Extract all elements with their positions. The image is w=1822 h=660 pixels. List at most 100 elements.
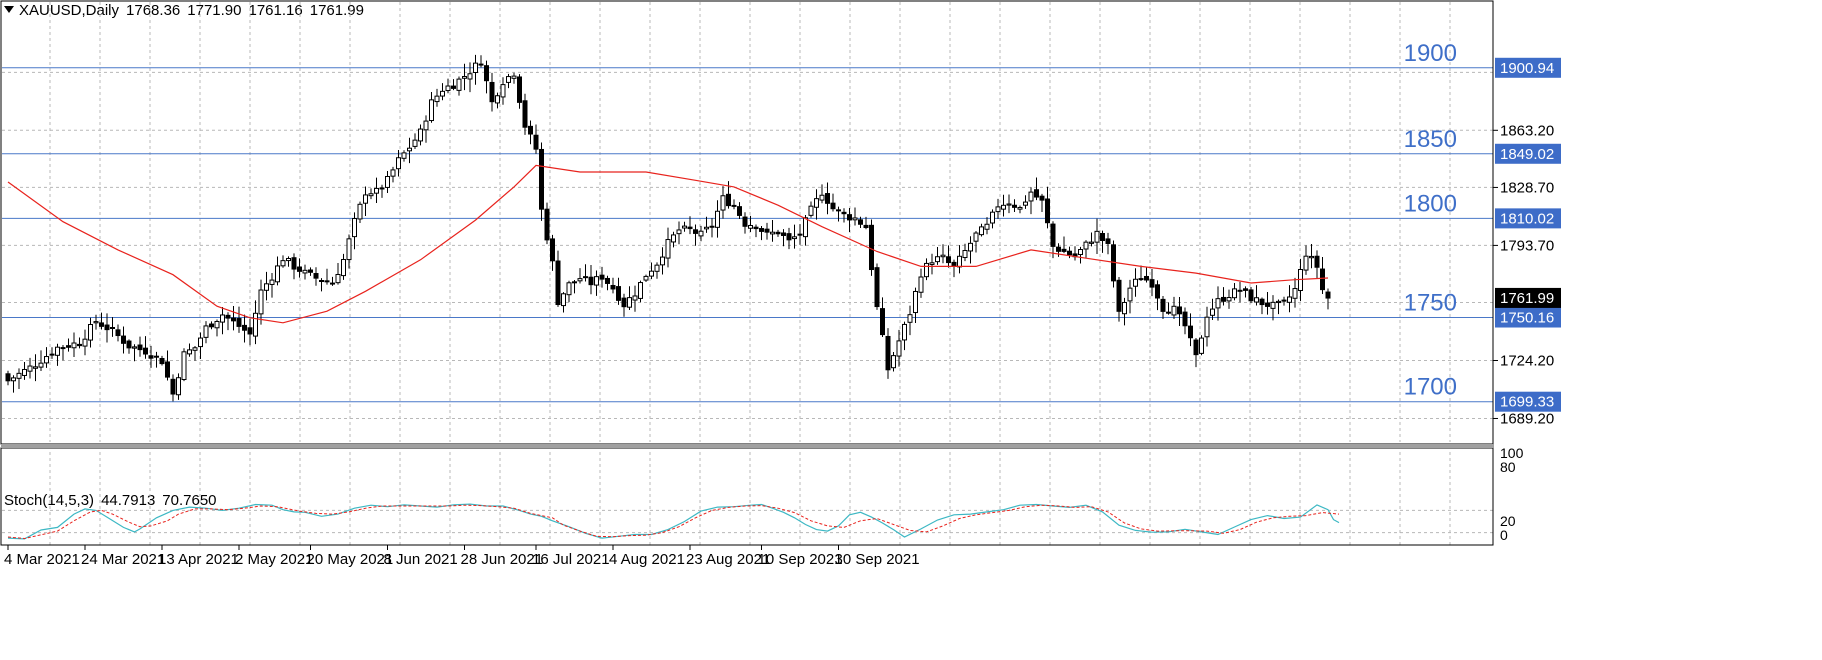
candle-bear bbox=[1243, 288, 1248, 291]
main-grid bbox=[2, 2, 1493, 442]
candle-bull bbox=[71, 342, 77, 349]
candle-bull bbox=[973, 232, 979, 242]
price-tick-label: 1724.20 bbox=[1500, 353, 1554, 370]
stochastic-tick-label: 20 bbox=[1500, 513, 1516, 529]
price-axis: 1863.20 1828.70 1793.70 1724.20 1689.20 1900.… bbox=[1493, 57, 1561, 543]
candle-bull bbox=[346, 238, 352, 261]
level-price-tag-label: 1849.02 bbox=[1500, 146, 1554, 163]
candle-bull bbox=[390, 169, 396, 177]
candle-bear bbox=[781, 232, 786, 236]
candle-bull bbox=[396, 157, 401, 170]
level-price-tag bbox=[1495, 307, 1561, 328]
candle-bear bbox=[308, 269, 313, 273]
date-label: 2 May 2021 bbox=[235, 551, 313, 568]
candle-bull bbox=[995, 206, 1001, 213]
candle-bear bbox=[742, 216, 748, 227]
candle-bull bbox=[1237, 289, 1243, 292]
candle-bull bbox=[357, 203, 363, 220]
candle-bull bbox=[363, 194, 368, 204]
candle-bear bbox=[77, 343, 82, 347]
candle-bull bbox=[935, 256, 940, 263]
candle-bull bbox=[434, 95, 440, 103]
candle-bear bbox=[1160, 298, 1166, 312]
date-label: 23 Aug 2021 bbox=[686, 551, 770, 568]
candle-bull bbox=[632, 295, 638, 301]
candle-bear bbox=[522, 100, 528, 128]
stochastic-signal-line bbox=[7, 504, 1340, 540]
candle-bull bbox=[715, 210, 720, 228]
dropdown-triangle-icon[interactable] bbox=[4, 6, 14, 13]
candle-bear bbox=[242, 324, 247, 331]
candle-bull bbox=[22, 368, 27, 376]
candle-bull bbox=[1083, 241, 1089, 250]
level-label: 1750 bbox=[1404, 290, 1457, 317]
candle-bear bbox=[874, 267, 880, 308]
candle-bear bbox=[165, 361, 170, 378]
candle-bull bbox=[1303, 255, 1309, 271]
candle-bear bbox=[121, 335, 126, 344]
candle-bull bbox=[423, 120, 429, 131]
candle-bull bbox=[1017, 206, 1023, 210]
level-price-tag bbox=[1495, 391, 1561, 412]
stochastic-panel-border bbox=[0, 447, 1494, 546]
candles bbox=[5, 54, 1331, 402]
candle-bull bbox=[88, 324, 93, 341]
high-value: 1771.90 bbox=[187, 2, 242, 19]
candle-bull bbox=[957, 255, 962, 268]
candle-bull bbox=[671, 234, 676, 243]
level-price-tag bbox=[1495, 143, 1561, 164]
level-label: 1900 bbox=[1404, 40, 1457, 67]
candle-bull bbox=[577, 278, 583, 282]
price-tick-label: 1863.20 bbox=[1500, 122, 1554, 139]
candle-bear bbox=[159, 358, 165, 365]
candle-bull bbox=[1292, 288, 1298, 299]
stochastic-k-value: 44.7913 bbox=[101, 492, 156, 509]
candle-bull bbox=[368, 193, 374, 197]
candle-bull bbox=[176, 377, 181, 396]
candle-bull bbox=[852, 217, 858, 221]
candle-bull bbox=[379, 187, 385, 190]
candle-bull bbox=[302, 269, 308, 274]
candle-bull bbox=[1276, 300, 1281, 304]
candle-bear bbox=[605, 277, 610, 284]
candle-bull bbox=[594, 276, 599, 286]
candle-bull bbox=[704, 226, 709, 230]
candle-bull bbox=[698, 230, 704, 237]
price-tick-label: 1689.20 bbox=[1500, 410, 1554, 427]
candle-bear bbox=[880, 308, 885, 336]
candle-bull bbox=[192, 347, 198, 351]
candle-bull bbox=[203, 325, 209, 338]
stochastic-header: Stoch(14,5,3) 44.7913 70.7650 bbox=[4, 492, 217, 509]
candle-bull bbox=[341, 259, 346, 277]
candle-bull bbox=[511, 75, 517, 79]
candle-bear bbox=[786, 233, 792, 241]
candle-bull bbox=[198, 337, 203, 348]
candle-bull bbox=[638, 282, 643, 299]
date-label: 4 Mar 2021 bbox=[4, 551, 80, 568]
candle-bull bbox=[253, 312, 258, 337]
candle-bull bbox=[264, 283, 269, 291]
candle-bear bbox=[1193, 339, 1199, 356]
candle-bear bbox=[610, 284, 616, 290]
candle-bull bbox=[132, 346, 137, 349]
candle-bear bbox=[209, 323, 214, 328]
candle-bull bbox=[286, 257, 291, 262]
candle-bear bbox=[1116, 279, 1122, 312]
candle-bear bbox=[1050, 223, 1056, 247]
current-price-label: 1761.99 bbox=[1500, 290, 1554, 307]
candle-bull bbox=[16, 372, 22, 379]
candle-bear bbox=[115, 329, 121, 337]
candle-bull bbox=[1199, 337, 1204, 354]
level-price-tag-label: 1750.16 bbox=[1500, 310, 1554, 327]
level-price-tag-label: 1810.02 bbox=[1500, 210, 1554, 227]
candle-bear bbox=[1182, 311, 1188, 327]
candle-bull bbox=[1078, 249, 1083, 256]
candle-bull bbox=[187, 349, 192, 355]
candle-bull bbox=[918, 276, 924, 293]
candle-bull bbox=[27, 365, 33, 372]
candle-bear bbox=[588, 276, 594, 286]
stochastic-grid bbox=[2, 452, 1493, 545]
candle-bear bbox=[330, 282, 335, 285]
candle-bear bbox=[726, 193, 731, 207]
